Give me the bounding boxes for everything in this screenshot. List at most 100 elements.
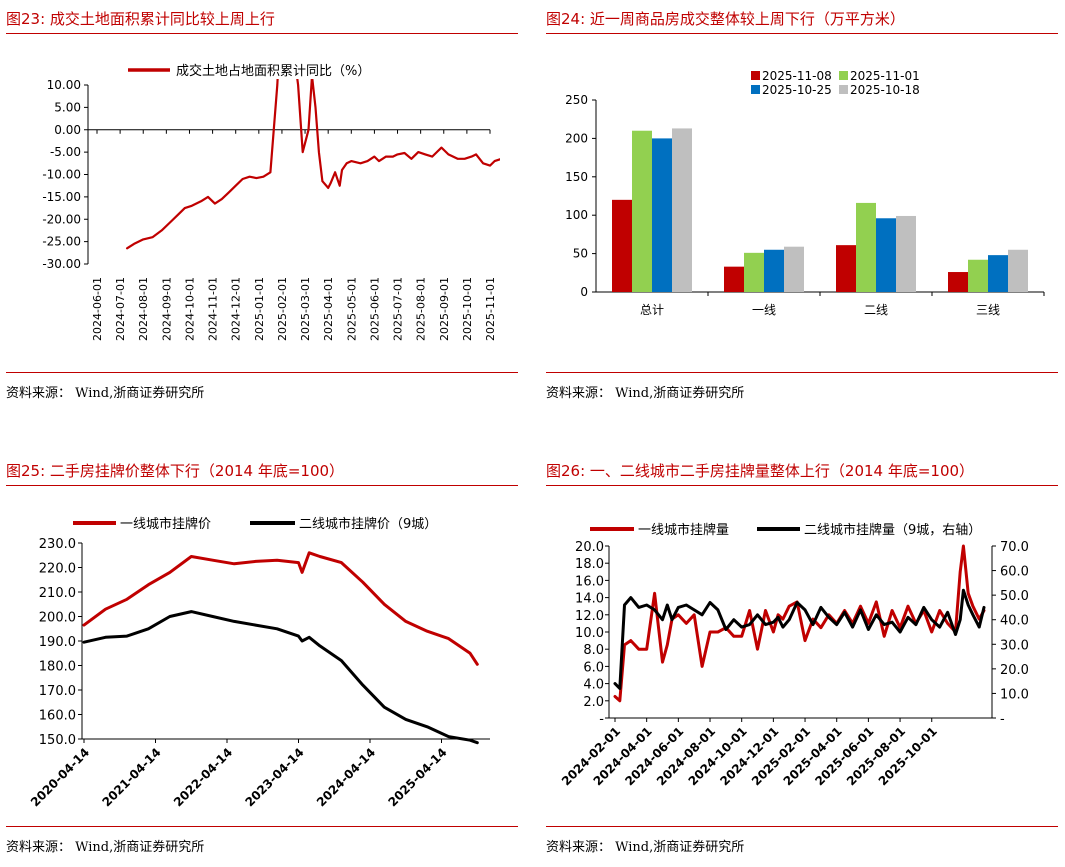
y-tick-label: 200 <box>565 131 588 145</box>
x-tick-label: 2024-12-01 <box>230 277 243 341</box>
x-tick-label: 2025-08-01 <box>415 277 428 341</box>
divider <box>6 33 518 34</box>
x-tick-label: 二线 <box>864 303 888 317</box>
y-tick-label: 0.00 <box>54 123 81 137</box>
series-line <box>125 79 500 250</box>
x-tick-label: 2024-07-01 <box>114 277 127 341</box>
y-tick-label: 50 <box>573 247 588 261</box>
y-tick-label-left: 12.0 <box>575 609 604 624</box>
y-tick-label: 10.00 <box>47 78 81 92</box>
y-tick-label: 180.0 <box>39 660 76 675</box>
bar-2025-11-01 <box>856 202 876 292</box>
y-tick-label: 190.0 <box>39 635 76 650</box>
y-tick-label-right: 50.0 <box>1000 589 1029 604</box>
legend-swatch <box>751 85 760 94</box>
y-tick-label-right: 70.0 <box>1000 540 1029 555</box>
x-tick-label: 2025-01-01 <box>253 277 266 341</box>
panel-title: 图26: 一、二线城市二手房挂牌量整体上行（2014 年底=100） <box>546 462 975 480</box>
y-tick-label-left: - <box>599 712 604 727</box>
y-tick-label: 170.0 <box>39 684 76 699</box>
y-tick-label: 220.0 <box>39 562 76 577</box>
divider <box>546 372 1058 373</box>
panel-title: 图24: 近一周商品房成交整体较上周下行（万平方米） <box>546 10 905 28</box>
bar-2025-11-01 <box>744 252 764 292</box>
series-line-second-tier <box>613 588 986 690</box>
y-tick-label: -20.00 <box>42 212 81 226</box>
y-tick-label-right: 60.0 <box>1000 565 1029 580</box>
y-tick-label-right: 40.0 <box>1000 614 1029 629</box>
divider <box>546 485 1058 486</box>
divider <box>6 372 518 373</box>
y-tick-label: 200.0 <box>39 611 76 626</box>
legend-label: 二线城市挂牌量（9城，右轴） <box>804 522 981 538</box>
divider <box>546 826 1058 827</box>
bar-2025-11-01 <box>632 130 652 292</box>
source-note: 资料来源： Wind,浙商证券研究所 <box>546 386 745 401</box>
y-tick-label-right: 20.0 <box>1000 663 1029 678</box>
legend-label: 成交土地占地面积累计同比（%） <box>176 63 370 79</box>
y-tick-label-left: 6.0 <box>583 660 604 675</box>
x-tick-label: 2025-02-01 <box>276 277 289 341</box>
legend-label: 二线城市挂牌价（9城） <box>299 516 437 532</box>
x-tick-label: 2025-03-01 <box>299 277 312 341</box>
x-tick-label: 2023-04-14 <box>242 745 306 809</box>
y-tick-label: 230.0 <box>39 537 76 552</box>
bar-2025-11-08 <box>612 199 632 292</box>
y-tick-label: -30.00 <box>42 257 81 271</box>
divider <box>6 826 518 827</box>
bar-2025-11-08 <box>836 245 856 292</box>
y-tick-label: 160.0 <box>39 709 76 724</box>
x-tick-label: 2025-11-01 <box>484 277 497 341</box>
legend-label: 2025-10-18 <box>850 83 920 97</box>
y-tick-label-right: 10.0 <box>1000 687 1029 702</box>
y-tick-label: -10.00 <box>42 168 81 182</box>
source-note: 资料来源： Wind,浙商证券研究所 <box>6 386 205 401</box>
y-tick-label: 250 <box>565 93 588 107</box>
x-tick-label: 一线 <box>752 303 776 317</box>
legend-label: 一线城市挂牌价 <box>120 516 211 532</box>
series-line-2 <box>82 610 479 745</box>
bar-2025-10-25 <box>876 218 896 292</box>
x-tick-label: 2025-07-01 <box>392 277 405 341</box>
x-tick-label: 总计 <box>640 303 664 317</box>
bar-2025-10-25 <box>764 249 784 292</box>
bar-2025-11-08 <box>948 272 968 292</box>
y-tick-label: 150 <box>565 170 588 184</box>
y-tick-label-right: 30.0 <box>1000 638 1029 653</box>
x-tick-label: 2025-04-01 <box>322 277 335 341</box>
y-tick-label: 0 <box>580 285 588 299</box>
x-tick-label: 2020-04-14 <box>28 745 92 809</box>
y-tick-label: -15.00 <box>42 190 81 204</box>
source-note: 资料来源： Wind,浙商证券研究所 <box>6 840 205 855</box>
y-tick-label-left: 16.0 <box>575 574 604 589</box>
y-tick-label-left: 20.0 <box>575 540 604 555</box>
land-area-yoy-chart: 10.00 5.00 0.00 -5.00 -10.00 -15.00 -20.00 -25.… <box>42 63 500 341</box>
bar-2025-11-01 <box>968 259 988 292</box>
bar-2025-10-18 <box>896 215 916 292</box>
second-hand-listing-volume-chart: 20.0 18.0 16.0 14.0 12.0 10.0 8.0 6.0 4.0 2.0 - 70.… <box>559 522 1029 788</box>
y-tick-label-left: 4.0 <box>583 678 604 693</box>
bar-2025-11-08 <box>724 266 744 292</box>
x-tick-label: 2021-04-14 <box>99 745 163 809</box>
panel-title: 图23: 成交土地面积累计同比较上周上行 <box>6 10 275 28</box>
y-tick-label-left: 10.0 <box>575 626 604 641</box>
x-tick-label: 2022-04-14 <box>171 745 235 809</box>
x-tick-label: 2024-08-01 <box>137 277 150 341</box>
second-hand-price-chart: 230.0 220.0 210.0 200.0 190.0 180.0 170.0 160.0… <box>28 516 490 809</box>
x-tick-label: 三线 <box>976 303 1000 317</box>
legend-swatch <box>839 71 848 80</box>
y-tick-label: 210.0 <box>39 586 76 601</box>
x-tick-label: 2025-06-01 <box>368 277 381 341</box>
series-line-1 <box>82 551 479 666</box>
y-tick-label-right: - <box>1000 712 1005 727</box>
series-line-first-tier <box>613 544 986 703</box>
y-tick-label: 150.0 <box>39 733 76 748</box>
legend-swatch <box>839 85 848 94</box>
legend-label: 2025-10-25 <box>762 83 832 97</box>
x-tick-label: 2024-06-01 <box>91 277 104 341</box>
y-tick-label-left: 2.0 <box>583 695 604 710</box>
y-tick-label-left: 8.0 <box>583 643 604 658</box>
panel-title: 图25: 二手房挂牌价整体下行（2014 年底=100） <box>6 462 345 480</box>
legend-label: 一线城市挂牌量 <box>638 522 729 538</box>
y-tick-label: -25.00 <box>42 235 81 249</box>
